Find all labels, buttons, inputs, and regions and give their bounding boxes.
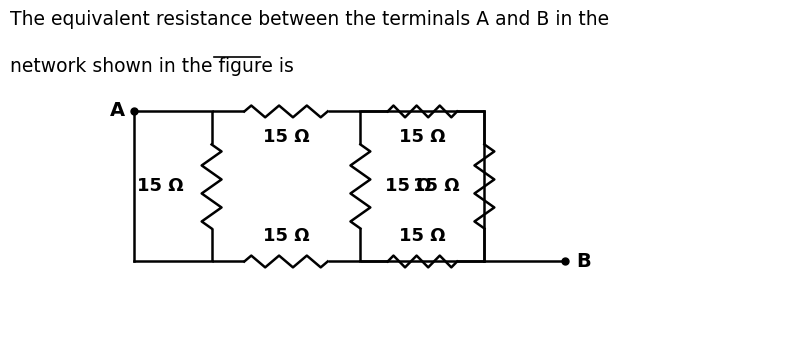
Text: 15 Ω: 15 Ω bbox=[399, 127, 446, 145]
Text: B: B bbox=[576, 252, 591, 271]
Text: network shown in the figure is: network shown in the figure is bbox=[10, 57, 294, 77]
Text: 15 Ω: 15 Ω bbox=[262, 227, 310, 245]
Text: The equivalent resistance between the terminals A and B in the: The equivalent resistance between the te… bbox=[10, 10, 610, 30]
Text: 15 Ω: 15 Ω bbox=[137, 177, 184, 196]
Text: 15 Ω: 15 Ω bbox=[386, 177, 432, 196]
Text: A: A bbox=[110, 101, 125, 120]
Text: 15 Ω: 15 Ω bbox=[399, 227, 446, 245]
Text: 15 Ω: 15 Ω bbox=[413, 177, 459, 196]
Text: 15 Ω: 15 Ω bbox=[262, 127, 310, 145]
